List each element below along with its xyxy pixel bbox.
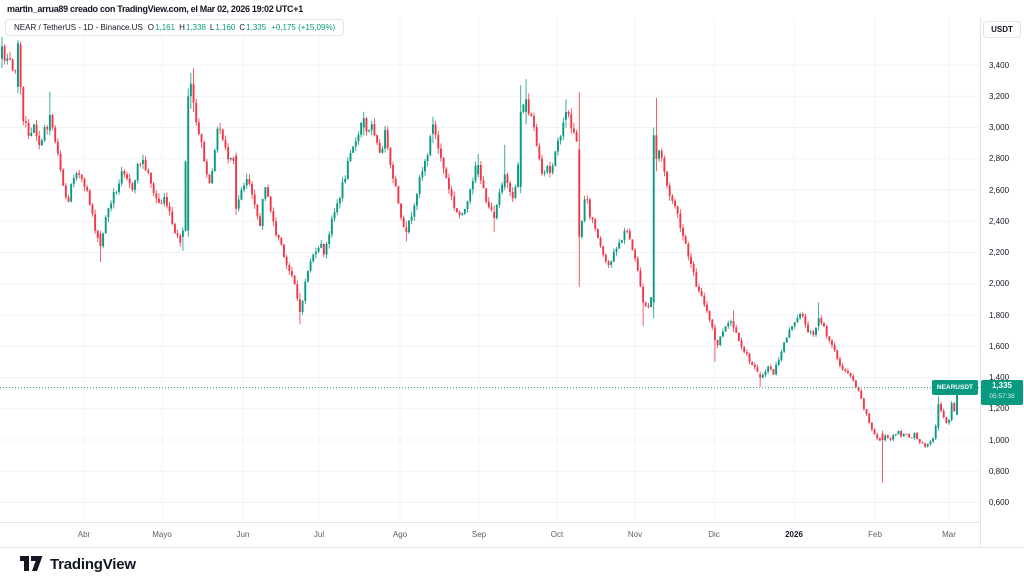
price-tick-label: 0,600 [989,498,1010,507]
price-tick-label: 2,200 [989,248,1010,257]
ohlc-key: L [209,23,215,32]
time-tick-label: 2026 [785,530,803,539]
time-tick-label: Oct [550,530,564,539]
time-tick-label: Jun [236,530,250,539]
price-tick-label: 1,600 [989,341,1010,351]
symbol-title[interactable]: NEAR / TetherUS - 1D - Binance.US [14,23,143,32]
bar-countdown: 05:57:38 [989,392,1015,400]
ohlc-pair: C 1,335 [239,23,266,32]
price-tick-label: 1,400 [989,373,1010,382]
time-tick-label: Dic [708,530,720,539]
ohlc-key: H [179,23,185,32]
tradingview-logo[interactable]: TradingView [20,556,136,573]
tradingview-logo-icon [20,556,43,571]
ohlc-pair: O 1,161 [148,23,175,32]
price-tick-label: 3,000 [989,123,1010,132]
price-tick-label: 2,600 [989,185,1010,195]
candlestick-chart[interactable] [0,0,980,547]
symbol-price-flag: NEARUSDT [931,380,978,396]
ohlc-value: 1,161 [155,23,176,32]
chart-legend: NEAR / TetherUS - 1D - Binance.US O 1,161… [5,19,345,36]
ohlc-value: 1,335 [246,23,267,32]
price-tick-label: 1,200 [989,404,1010,414]
time-tick-label: Abr [77,530,91,539]
ohlc-key: C [239,23,246,32]
time-tick-label: Ago [392,530,408,539]
ohlc-value: 1,338 [185,23,206,32]
change-value: +0,175 (+15,09%) [271,23,336,32]
time-axis[interactable]: Abr Mayo Jun Jul Ago Sep Oct Nov Dic 2026 Feb Mar [0,522,980,547]
time-tick-label: Mar [942,530,956,539]
attribution-text: martin_arrua89 creado con TradingView.co… [7,4,303,14]
price-tick-label: 3,400 [989,60,1010,70]
last-price-badge: 1,335 05:57:38 [981,379,1023,405]
ohlc-key: O [147,23,155,32]
price-tick-label: 1,000 [989,435,1010,445]
last-price-value: 1,335 [991,380,1013,390]
ohlc-pair: L 1,160 [210,23,235,32]
time-tick-label: Sep [471,530,487,539]
time-tick-label: Nov [627,530,643,539]
footer-bar: TradingView [0,547,1024,580]
time-tick-label: Mayo [152,530,172,539]
ohlc-values: O 1,161 H 1,338 L 1,160 C 1,335 [148,23,266,32]
price-tick-label: 3,200 [989,91,1010,101]
ohlc-value: 1,160 [215,23,236,32]
time-tick-label: Jul [313,530,325,539]
tradingview-logo-text: TradingView [50,555,136,573]
price-tick-label: 0,800 [989,466,1010,476]
time-tick-label: Feb [868,530,882,539]
price-tick-label: 2,800 [989,154,1010,164]
currency-unit-button[interactable]: USDT [983,21,1021,38]
price-tick-label: 2,400 [989,216,1010,226]
price-tick-label: 1,800 [989,310,1010,320]
ohlc-pair: H 1,338 [179,23,206,32]
price-axis[interactable]: USDT 3,400 3,200 3,000 2,800 2,600 2,400 2,200… [980,18,1024,547]
price-tick-label: 2,000 [989,279,1010,289]
